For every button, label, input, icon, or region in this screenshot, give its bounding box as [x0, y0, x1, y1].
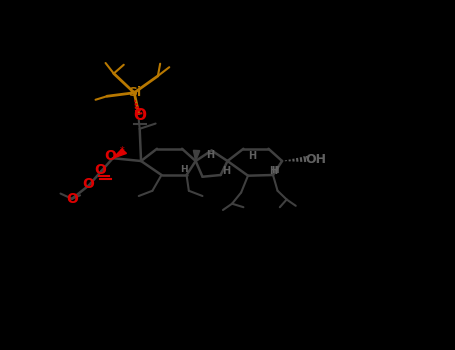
Text: O: O	[82, 177, 94, 191]
Text: OH: OH	[306, 153, 327, 166]
Text: H: H	[248, 151, 257, 161]
Text: O: O	[66, 192, 78, 206]
Polygon shape	[113, 149, 126, 158]
Text: H: H	[269, 167, 277, 176]
Text: H: H	[222, 167, 231, 176]
Text: O: O	[134, 108, 147, 123]
Polygon shape	[193, 150, 200, 161]
Text: H: H	[206, 150, 214, 160]
Text: *: *	[120, 146, 124, 156]
Text: O: O	[94, 163, 106, 177]
Text: H: H	[272, 166, 279, 175]
Text: H: H	[181, 165, 188, 174]
Text: w: w	[302, 154, 309, 163]
Text: Si: Si	[128, 86, 141, 99]
Text: O: O	[105, 149, 116, 163]
